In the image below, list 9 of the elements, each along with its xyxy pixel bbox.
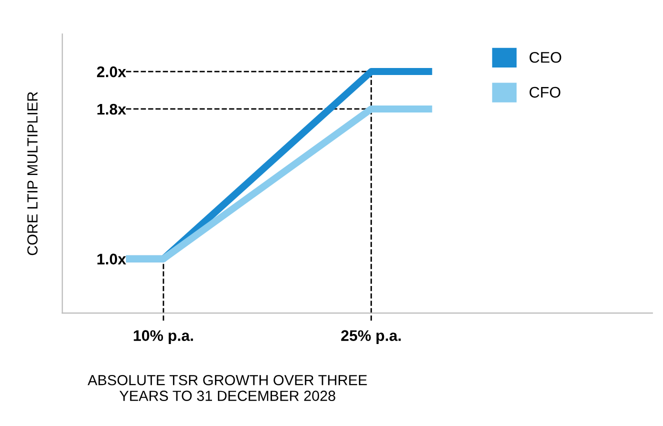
y-axis-title: CORE LTIP MULTIPLIER: [27, 92, 38, 256]
legend-label: CFO: [530, 86, 560, 98]
y-tick-label: 1.0x: [97, 254, 126, 264]
y-tick-label: 1.8x: [97, 104, 126, 115]
y-tick-label: 2.0x: [97, 66, 126, 78]
x-axis-title: ABSOLUTE TSR GROWTH OVER THREE YEARS TO 31 DECEMBER 2028: [88, 374, 367, 401]
x-tick-label: 10% p.a.: [134, 330, 193, 344]
x-tick-label: 25% p.a.: [341, 330, 401, 344]
legend-label: CEO: [530, 52, 562, 63]
